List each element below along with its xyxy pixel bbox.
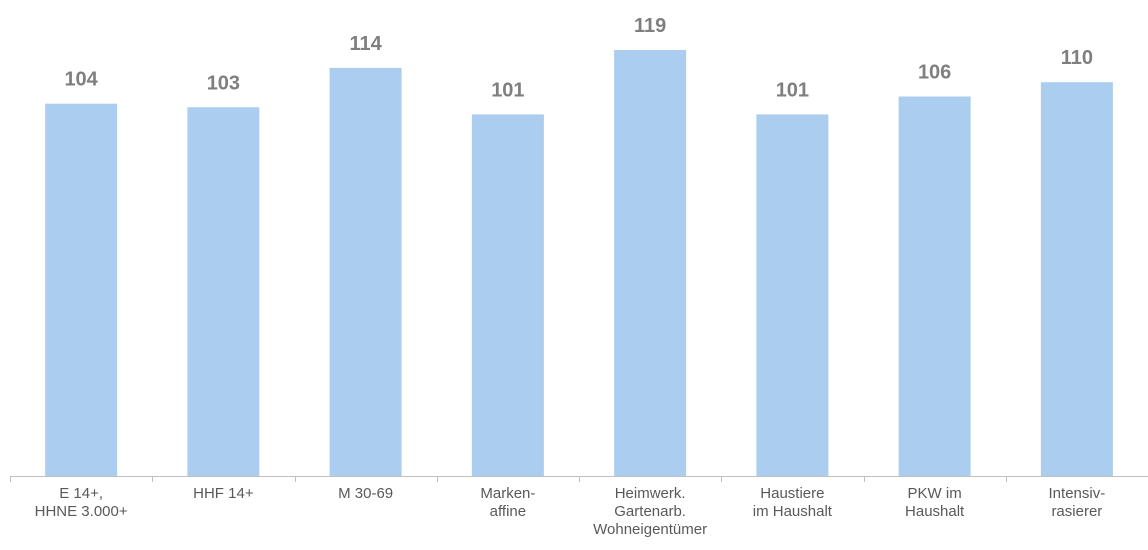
category-label: E 14+, HHNE 3.000+ [35,485,128,520]
data-label: 106 [918,62,951,84]
category-label: Heimwerk. Gartenarb. Wohneigentümer [593,485,707,538]
data-label: 110 [1061,47,1093,69]
x-axis-ticks-group [10,476,1007,482]
category-label: Intensiv-rasierer [1049,485,1106,520]
bar [329,67,402,476]
category-label: HHF 14+ [193,485,254,502]
bar [614,49,687,476]
category-labels-group: E 14+, HHNE 3.000+ HHF 14+ M 30-69 Marken-af… [35,485,1106,538]
category-label: Marken-affine [480,485,535,520]
data-label: 104 [64,69,98,91]
data-label: 114 [349,33,382,55]
bar [45,103,118,477]
bars-group [45,49,1113,477]
data-label: 101 [491,79,524,101]
bar [187,107,260,476]
data-label: 103 [207,72,240,94]
bar [1040,82,1113,476]
bar [471,114,544,477]
category-label: M 30-69 [338,485,393,502]
value-labels-group: 104 103 114 101 119 101 106 110 [64,15,1093,101]
category-label: PKW im Haushalt [905,485,965,520]
data-label: 101 [776,79,809,101]
bar [756,114,829,477]
category-label: Haustiere im Haushalt [753,485,833,520]
bar [898,96,971,477]
data-label: 119 [634,15,666,37]
